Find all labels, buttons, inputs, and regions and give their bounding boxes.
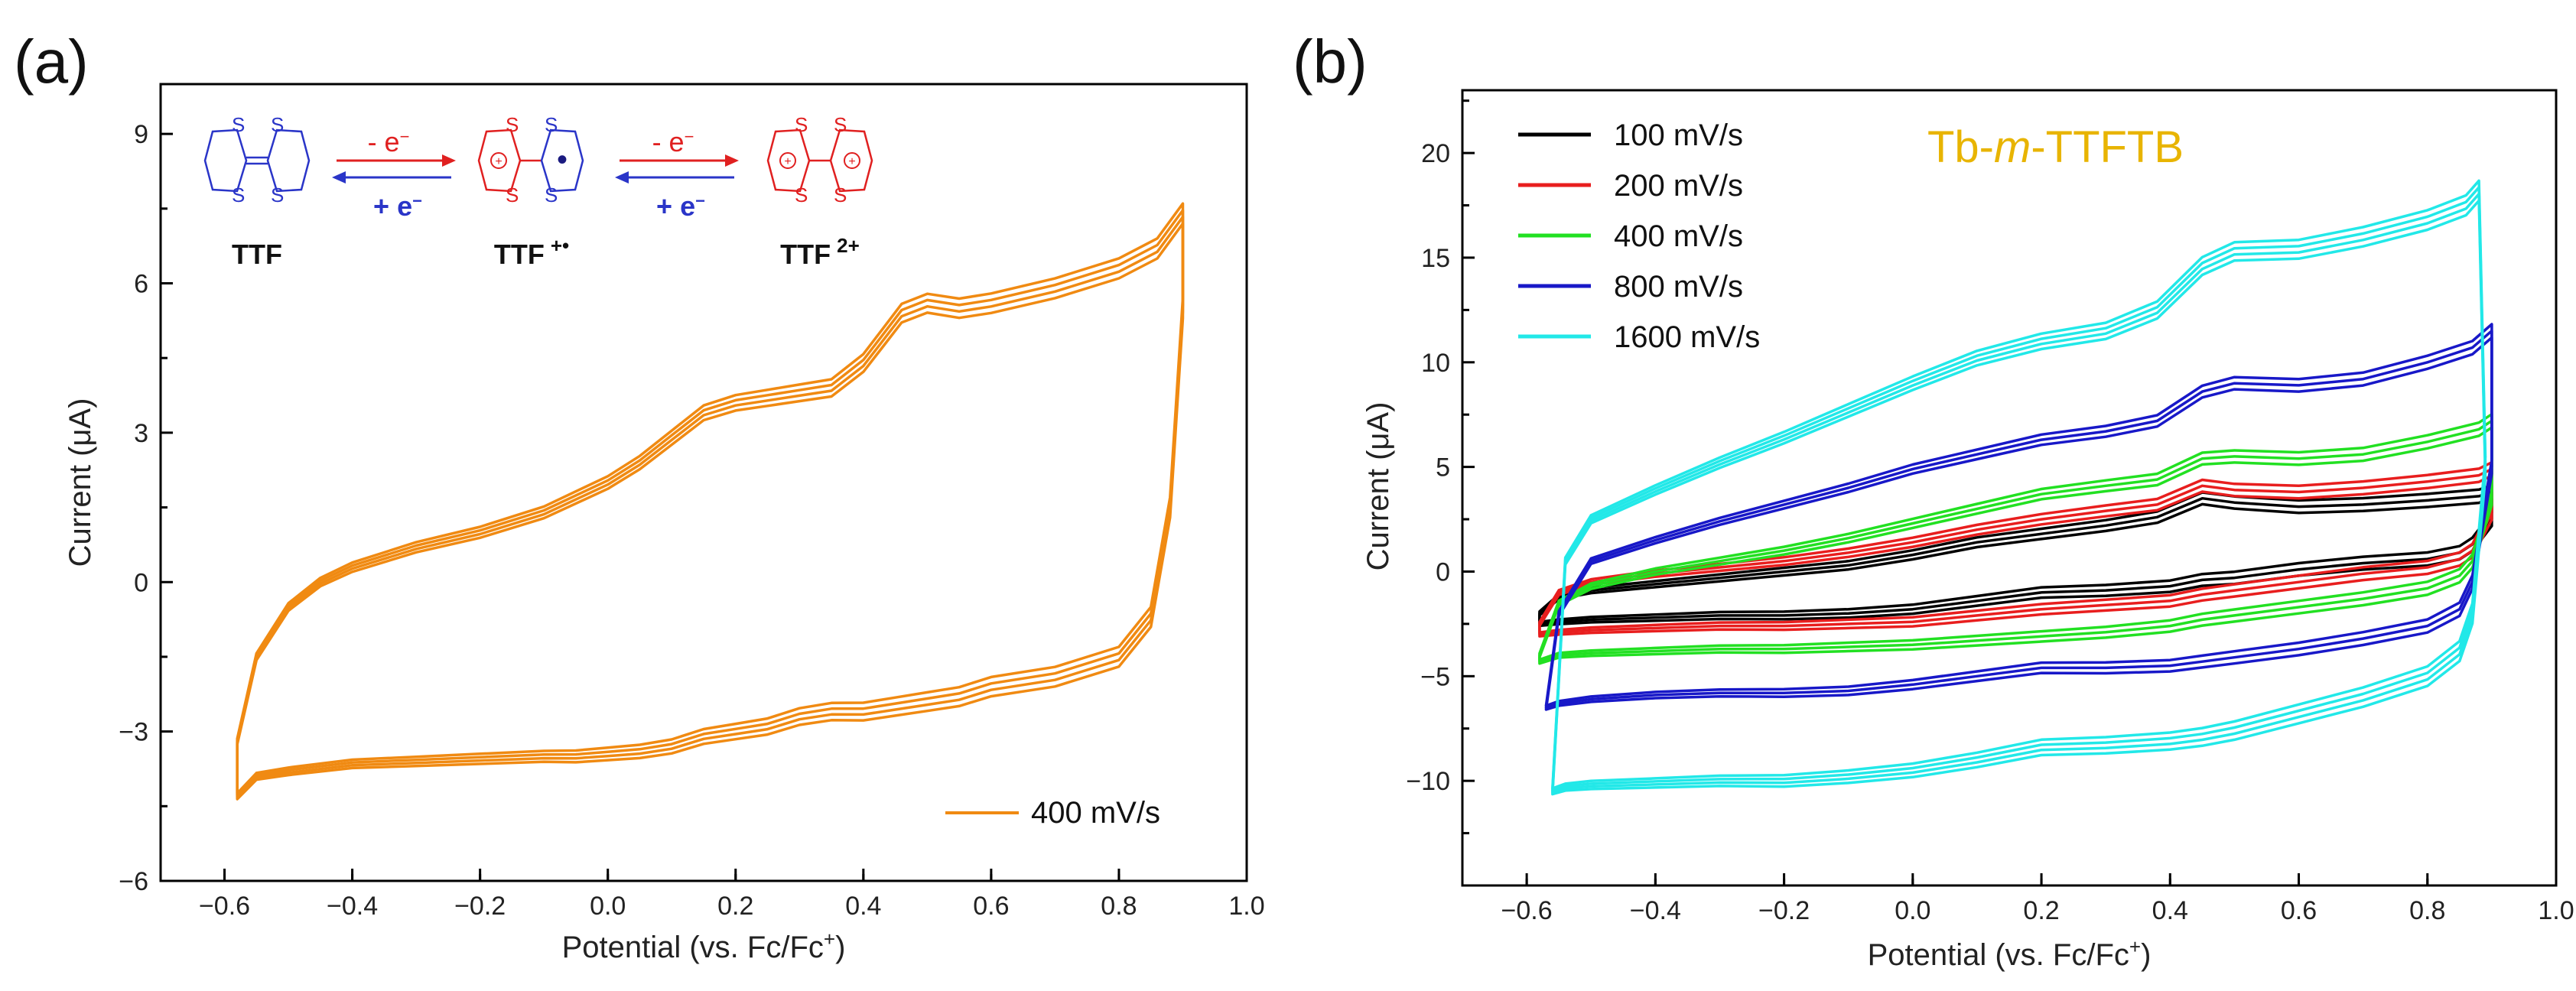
reduction-label-2: + e− (656, 190, 705, 222)
y-tick-label-a: −3 (119, 718, 148, 747)
y-tick-label-b: 20 (1421, 139, 1450, 168)
legend-label-1600: 1600 mV/s (1614, 320, 1760, 354)
svg-text:S: S (506, 184, 519, 206)
svg-text:•: • (557, 143, 568, 177)
y-tick-label-b: 15 (1421, 244, 1450, 273)
svg-text:S: S (271, 184, 284, 206)
x-tick-label-a: 0.0 (590, 892, 626, 921)
chart-title-b: Tb-m-TTFTB (1927, 122, 2184, 172)
ttf-redox-inset: S S S S TTF - e− + e− + (203, 113, 873, 270)
cv-cycle-a (236, 222, 1185, 801)
panel-label-a: (a) (14, 28, 89, 96)
ttf-radical-cation-icon: + • S S S S (477, 113, 584, 206)
y-tick-label-b: 0 (1436, 557, 1450, 586)
ttf-label: TTF (232, 239, 282, 270)
x-tick-label-a: 0.8 (1101, 892, 1137, 921)
plot-area-b (1538, 179, 2493, 796)
ttf-radical-cation-label: TTF +• (494, 234, 569, 270)
y-tick-label-b: −5 (1420, 662, 1450, 691)
axis-ticks-b: −0.6 −0.4 −0.2 0.0 0.2 0.4 0.6 0.8 1.0 −10 −5 0 5 10 1… (1406, 99, 2574, 925)
panel-label-b: (b) (1293, 28, 1368, 96)
x-tick-label-b: −0.4 (1630, 896, 1681, 925)
svg-text:+: + (848, 155, 855, 168)
x-tick-label-a: 1.0 (1228, 892, 1264, 921)
x-tick-label-b: 0.8 (2409, 896, 2445, 925)
x-tick-label-b: −0.2 (1758, 896, 1810, 925)
y-tick-label-a: −6 (119, 867, 148, 896)
legend-a: 400 mV/s (945, 796, 1160, 830)
plot-area-a (236, 202, 1185, 801)
svg-text:S: S (834, 184, 847, 206)
y-tick-label-b: 5 (1436, 453, 1450, 483)
y-tick-label-b: 10 (1421, 349, 1450, 378)
series-b-1600-mv-s (1551, 179, 2487, 796)
ttf-dication-icon: + + S S S S (766, 113, 873, 206)
cv-cycle-b (1544, 323, 2493, 707)
svg-text:S: S (795, 184, 808, 206)
ttf-molecule-icon: S S S S (203, 113, 311, 206)
x-tick-label-b: 0.0 (1895, 896, 1930, 925)
y-axis-label-a: Current (μA) (63, 398, 97, 567)
y-tick-label-a: 6 (134, 270, 148, 299)
y-tick-label-b: −10 (1406, 767, 1450, 796)
panel-a: (a) −0.6 −0.4 −0.2 0.0 0.2 0.4 0.6 0.8 1.0 −6 −3 0 3… (14, 28, 1265, 964)
legend-b: 100 mV/s 200 mV/s 400 mV/s 800 mV/s 1600… (1518, 119, 1760, 354)
svg-text:S: S (545, 113, 558, 136)
x-tick-label-b: 0.4 (2152, 896, 2188, 925)
svg-text:S: S (795, 113, 808, 136)
cv-cycle-b (1551, 179, 2487, 790)
redox-arrows-2: - e− + e− (615, 126, 739, 222)
svg-text:S: S (834, 113, 847, 136)
plot-frame-b (1461, 89, 2558, 887)
reduction-label-1: + e− (373, 190, 422, 222)
y-tick-label-a: 3 (134, 419, 148, 448)
y-axis-label-b: Current (μA) (1361, 402, 1395, 571)
cv-cycle-a (236, 202, 1185, 795)
legend-label-100: 100 mV/s (1614, 119, 1743, 152)
x-tick-label-b: 0.2 (2023, 896, 2059, 925)
series-b-200-mv-s (1538, 460, 2493, 638)
svg-text:S: S (271, 113, 284, 136)
x-tick-label-a: −0.2 (454, 892, 506, 921)
legend-label-400-a: 400 mV/s (1031, 796, 1160, 830)
svg-text:S: S (232, 184, 245, 206)
cv-cycle-a (236, 215, 1185, 799)
legend-label-200: 200 mV/s (1614, 169, 1743, 203)
x-tick-label-a: −0.6 (199, 892, 250, 921)
svg-text:S: S (232, 113, 245, 136)
series-b-800-mv-s (1544, 323, 2493, 711)
oxidation-label-2: - e− (652, 126, 694, 158)
svg-text:+: + (495, 155, 502, 168)
redox-arrows-1: - e− + e− (332, 126, 456, 222)
series-b-100-mv-s (1538, 484, 2493, 628)
x-tick-label-a: −0.4 (327, 892, 378, 921)
axis-ticks-a: −0.6 −0.4 −0.2 0.0 0.2 0.4 0.6 0.8 1.0 −6 −3 0 3 6 9 (119, 120, 1264, 921)
x-axis-label-b: Potential (vs. Fc/Fc+) (1868, 935, 2152, 972)
y-tick-label-a: 9 (134, 120, 148, 149)
x-axis-label-a: Potential (vs. Fc/Fc+) (562, 928, 846, 964)
x-tick-label-b: 0.6 (2281, 896, 2317, 925)
x-tick-label-a: 0.6 (973, 892, 1009, 921)
svg-text:S: S (545, 184, 558, 206)
x-tick-label-b: −0.6 (1501, 896, 1553, 925)
series-a-400-mv-s (236, 202, 1185, 801)
legend-label-800: 800 mV/s (1614, 270, 1743, 304)
plot-frame-a (159, 83, 1248, 882)
panel-b: (b) −0.6 −0.4 −0.2 0.0 0.2 0.4 0.6 0.8 1.0 −10 −5 0… (1293, 28, 2574, 972)
x-tick-label-a: 0.2 (717, 892, 753, 921)
svg-text:+: + (784, 155, 791, 168)
ttf-dication-label: TTF 2+ (780, 234, 860, 270)
x-tick-label-a: 0.4 (845, 892, 881, 921)
y-tick-label-a: 0 (134, 568, 148, 597)
svg-text:S: S (506, 113, 519, 136)
oxidation-label-1: - e− (368, 126, 410, 158)
legend-label-400: 400 mV/s (1614, 219, 1743, 253)
x-tick-label-b: 1.0 (2538, 896, 2574, 925)
cv-cycle-a (236, 209, 1185, 797)
